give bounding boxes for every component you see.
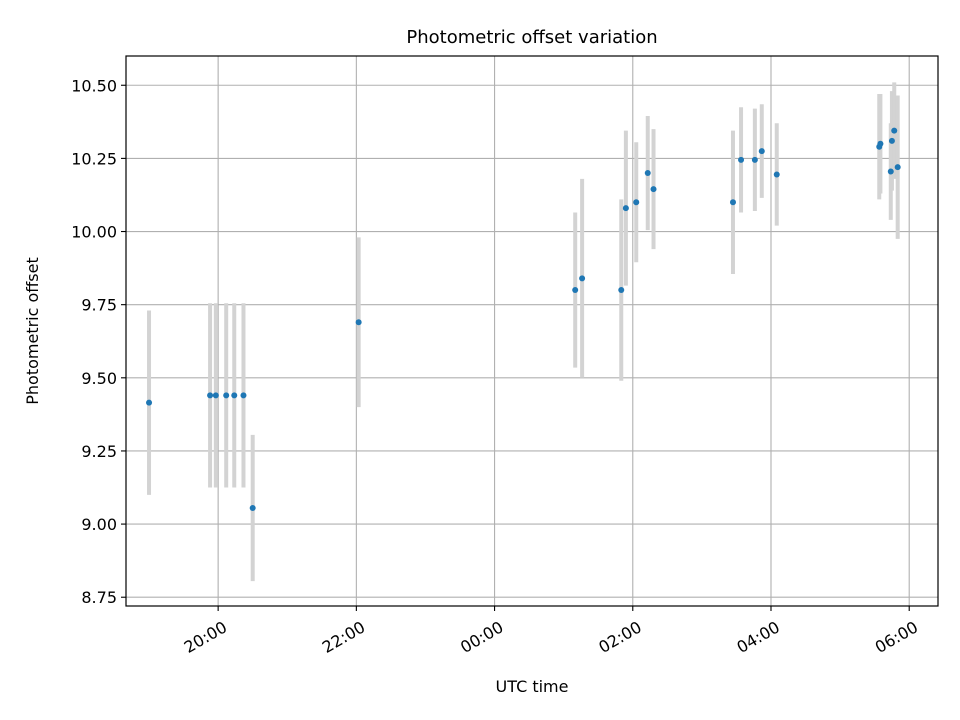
data-point (231, 392, 238, 399)
data-point (729, 199, 736, 206)
y-tick-label: 10.00 (71, 223, 117, 242)
data-point (751, 156, 758, 163)
data-point (758, 148, 765, 155)
data-point (894, 164, 901, 171)
data-point (650, 186, 657, 193)
data-point (644, 170, 651, 177)
y-tick-label: 9.50 (81, 369, 117, 388)
data-point (891, 127, 898, 134)
y-tick-label: 9.25 (81, 442, 117, 461)
grid-lines (126, 56, 938, 606)
y-axis-label: Photometric offset (23, 257, 42, 405)
data-point (887, 168, 894, 175)
data-points (146, 127, 901, 511)
data-point (877, 140, 884, 147)
data-point (355, 319, 362, 326)
data-point (212, 392, 219, 399)
data-point (249, 504, 256, 511)
y-tick-label: 9.00 (81, 515, 117, 534)
x-axis-label: UTC time (496, 677, 569, 696)
data-point (146, 399, 153, 406)
data-point (572, 287, 579, 294)
y-axis-ticks: 8.75 9.00 9.25 9.50 9.75 10.00 10.25 10.50 (71, 76, 126, 607)
data-point (223, 392, 230, 399)
data-point (240, 392, 247, 399)
data-point (773, 171, 780, 178)
chart-title: Photometric offset variation (406, 27, 657, 48)
y-tick-label: 10.50 (71, 76, 117, 95)
data-point (633, 199, 640, 206)
plot-area-frame (125, 55, 939, 607)
data-point (579, 275, 586, 282)
data-point (888, 137, 895, 144)
data-point (618, 287, 625, 294)
y-tick-label: 9.75 (81, 296, 117, 315)
y-tick-label: 8.75 (81, 588, 117, 607)
data-point (738, 156, 745, 163)
data-point (622, 205, 629, 212)
data-point (207, 392, 214, 399)
y-tick-label: 10.25 (71, 149, 117, 168)
